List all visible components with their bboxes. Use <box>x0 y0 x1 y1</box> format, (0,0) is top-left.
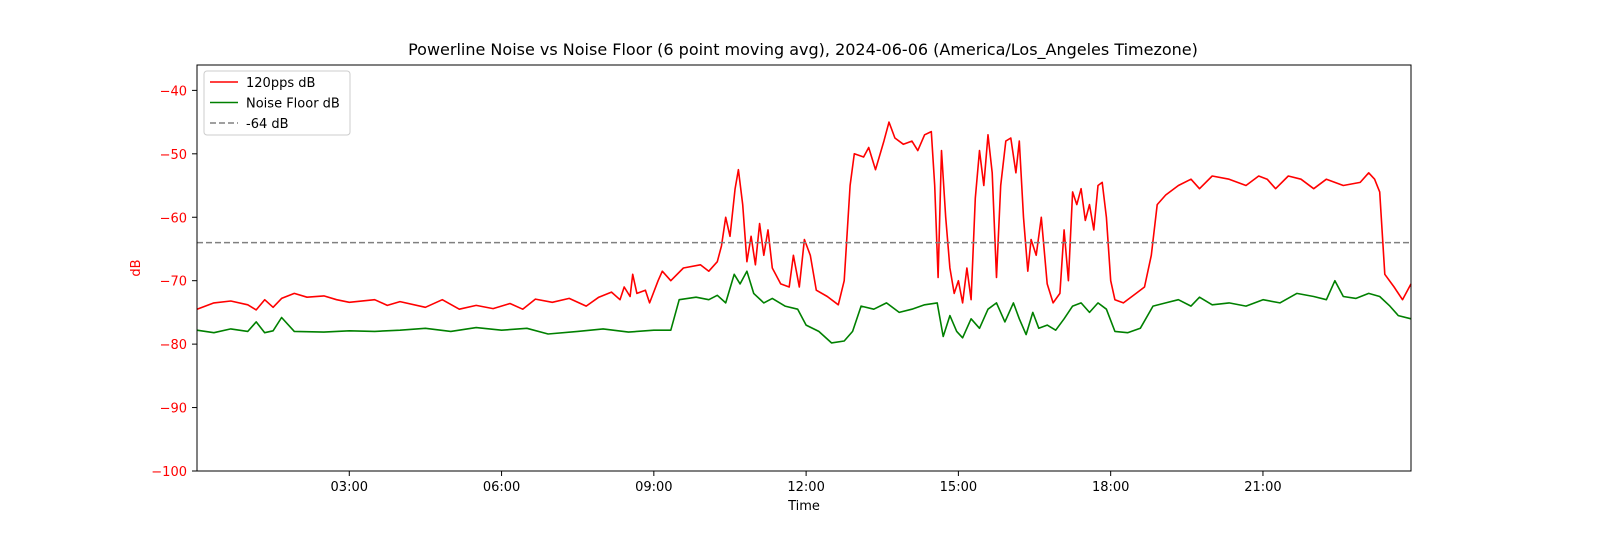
y-tick-label: −40 <box>160 84 187 99</box>
legend-box <box>203 70 351 136</box>
y-tick-label: −100 <box>151 465 187 480</box>
x-tick-label: 21:00 <box>1244 480 1281 495</box>
x-tick-label: 12:00 <box>787 480 824 495</box>
x-tick-label: 09:00 <box>635 480 672 495</box>
legend-label-120pps-db: 120pps dB <box>246 76 315 91</box>
y-tick-label: −80 <box>160 338 187 353</box>
y-axis-label: dB <box>129 259 144 276</box>
plot-frame <box>196 64 1412 472</box>
series-line-noise-floor-db <box>196 270 1412 344</box>
y-axis: −40 −50 −60 −70 −80 −90 −100 <box>151 84 197 480</box>
x-tick-label: 03:00 <box>331 480 368 495</box>
series-line-120pps-db <box>196 121 1412 311</box>
chart-title: Powerline Noise vs Noise Floor (6 point … <box>408 40 1198 60</box>
x-axis-label: Time <box>787 499 820 514</box>
legend: 120pps dB Noise Floor dB -64 dB <box>203 70 351 136</box>
x-tick-label: 06:00 <box>483 480 520 495</box>
y-tick-label: −50 <box>160 148 187 163</box>
y-tick-label: −60 <box>160 211 187 226</box>
y-tick-label: −90 <box>160 402 187 417</box>
y-tick-label: −70 <box>160 275 187 290</box>
x-axis: 03:00 06:00 09:00 12:00 15:00 18:00 21:00 <box>331 471 1282 495</box>
x-tick-label: 18:00 <box>1092 480 1129 495</box>
legend-label-noise-floor-db: Noise Floor dB <box>246 97 340 112</box>
plot-area <box>196 121 1412 344</box>
legend-label-64-db: -64 dB <box>246 117 289 132</box>
x-tick-label: 15:00 <box>940 480 977 495</box>
